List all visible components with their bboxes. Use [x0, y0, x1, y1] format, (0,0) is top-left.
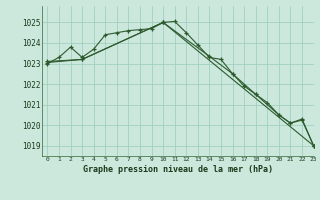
- X-axis label: Graphe pression niveau de la mer (hPa): Graphe pression niveau de la mer (hPa): [83, 165, 273, 174]
